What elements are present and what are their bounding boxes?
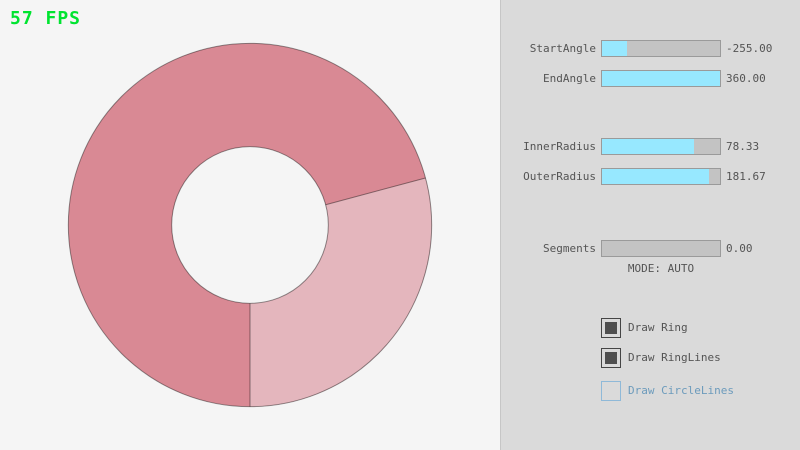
slider-row-segments: Segments 0.00	[501, 240, 800, 257]
slider-label-innerradius: InnerRadius	[523, 140, 596, 153]
slider-innerradius[interactable]	[601, 138, 721, 155]
slider-endangle-fill	[602, 71, 720, 86]
slider-startangle-fill	[602, 41, 627, 56]
slider-startangle[interactable]	[601, 40, 721, 57]
slider-segments[interactable]	[601, 240, 721, 257]
slider-outerradius[interactable]	[601, 168, 721, 185]
segments-mode-text: MODE: AUTO	[627, 262, 695, 275]
slider-outerradius-fill	[602, 169, 710, 184]
slider-value-innerradius: 78.33	[726, 140, 760, 153]
slider-value-startangle: -255.00	[726, 42, 773, 55]
slider-label-outerradius: OuterRadius	[523, 170, 596, 183]
slider-value-endangle: 360.00	[726, 72, 766, 85]
slider-innerradius-fill	[602, 139, 695, 154]
checkbox-draw-circlelines-label: Draw CircleLines	[628, 384, 734, 397]
ring-inner-outline	[171, 146, 329, 304]
checkbox-draw-ringlines-box[interactable]	[601, 348, 621, 368]
checkbox-check-mark	[605, 322, 617, 334]
slider-row-startangle: StartAngle -255.00	[501, 40, 800, 57]
slider-label-endangle: EndAngle	[543, 72, 596, 85]
checkbox-draw-ringlines-label: Draw RingLines	[628, 351, 721, 364]
fps-counter: 57 FPS	[10, 8, 82, 29]
checkbox-draw-ring-label: Draw Ring	[628, 321, 688, 334]
slider-endangle[interactable]	[601, 70, 721, 87]
slider-row-outerradius: OuterRadius 181.67	[501, 168, 800, 185]
slider-value-segments: 0.00	[726, 242, 753, 255]
slider-row-innerradius: InnerRadius 78.33	[501, 138, 800, 155]
ring-outer-outline	[67, 42, 433, 408]
ring-start-angle-line	[325, 177, 426, 206]
slider-value-outerradius: 181.67	[726, 170, 766, 183]
slider-row-endangle: EndAngle 360.00	[501, 70, 800, 87]
checkbox-draw-circlelines-box[interactable]	[601, 381, 621, 401]
checkbox-draw-ring-box[interactable]	[601, 318, 621, 338]
ring-hole	[171, 146, 329, 304]
slider-label-segments: Segments	[543, 242, 596, 255]
control-panel: StartAngle -255.00 EndAngle 360.00 Inner…	[500, 0, 800, 450]
slider-label-startangle: StartAngle	[529, 42, 596, 55]
checkbox-check-mark	[605, 352, 617, 364]
